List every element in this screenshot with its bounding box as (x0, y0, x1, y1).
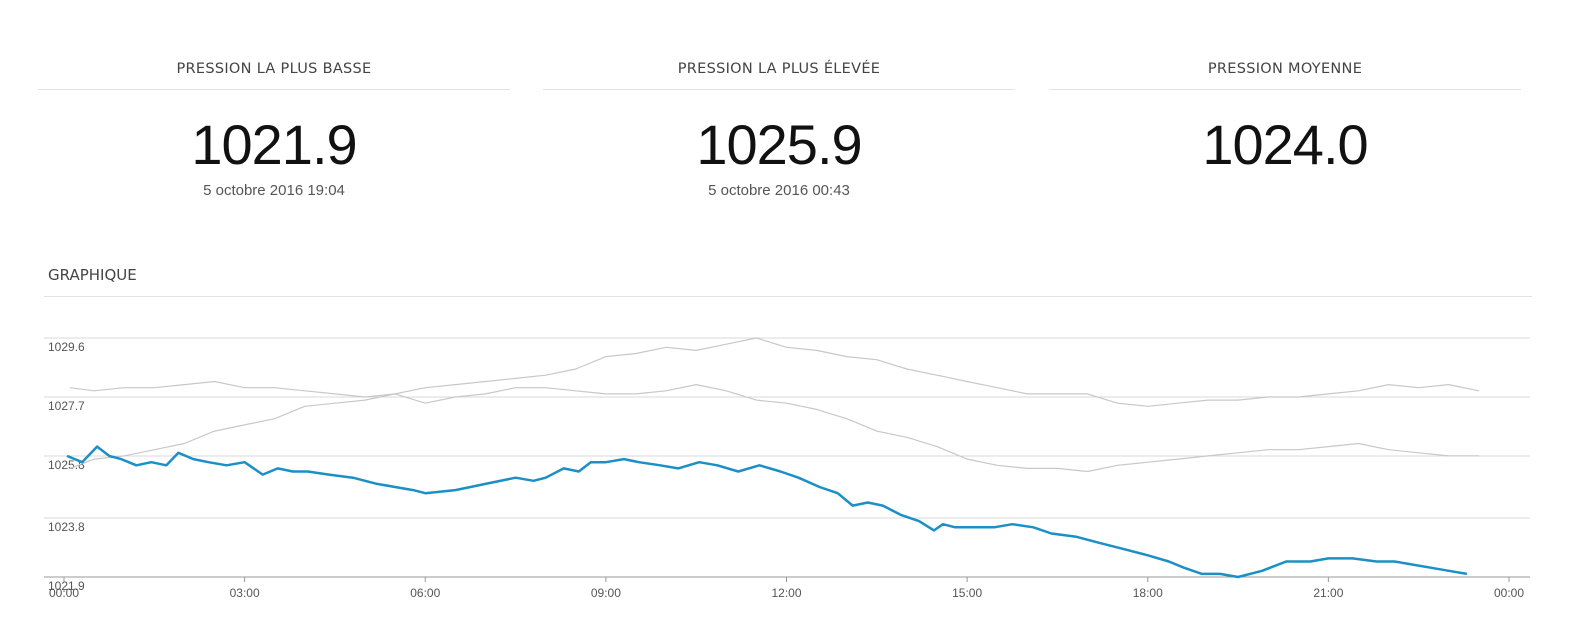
x-tick-label: 21:00 (1313, 586, 1343, 600)
stat-lowest-value: 1021.9 (191, 113, 357, 176)
y-tick-label: 1029.6 (48, 340, 85, 354)
y-tick-label: 1025.8 (48, 458, 85, 472)
stat-highest-title: PRESSION LA PLUS ÉLEVÉE (543, 56, 1015, 90)
x-tick-label: 03:00 (230, 586, 260, 600)
x-tick-label: 18:00 (1133, 586, 1163, 600)
stat-highest-value: 1025.9 (696, 113, 862, 176)
x-tick-label: 09:00 (591, 586, 621, 600)
y-tick-label: 1021.9 (48, 579, 85, 593)
reference-series-line-2 (69, 380, 1479, 473)
stat-average-title: PRESSION MOYENNE (1049, 56, 1521, 90)
x-tick-label: 06:00 (410, 586, 440, 600)
stat-highest: PRESSION LA PLUS ÉLEVÉE 1025.9 5 octobre… (543, 56, 1015, 199)
x-tick-label: 00:00 (1494, 586, 1524, 600)
stat-average: PRESSION MOYENNE 1024.0 (1049, 56, 1521, 182)
x-tick-label: 12:00 (771, 586, 801, 600)
stat-highest-date: 5 octobre 2016 00:43 (708, 182, 850, 199)
stat-lowest-title: PRESSION LA PLUS BASSE (38, 56, 510, 90)
y-tick-label: 1023.8 (48, 520, 85, 534)
chart-section-title: GRAPHIQUE (48, 266, 137, 284)
section-divider (44, 296, 1532, 297)
x-tick-label: 00:00 (49, 586, 79, 600)
x-tick-label: 15:00 (952, 586, 982, 600)
stat-average-value: 1024.0 (1202, 113, 1368, 176)
y-tick-label: 1027.7 (48, 399, 85, 413)
reference-series-line-1 (69, 337, 1480, 469)
stat-lowest-date: 5 octobre 2016 19:04 (203, 182, 345, 199)
pressure-series-line (66, 445, 1468, 579)
stat-lowest: PRESSION LA PLUS BASSE 1021.9 5 octobre … (38, 56, 510, 199)
